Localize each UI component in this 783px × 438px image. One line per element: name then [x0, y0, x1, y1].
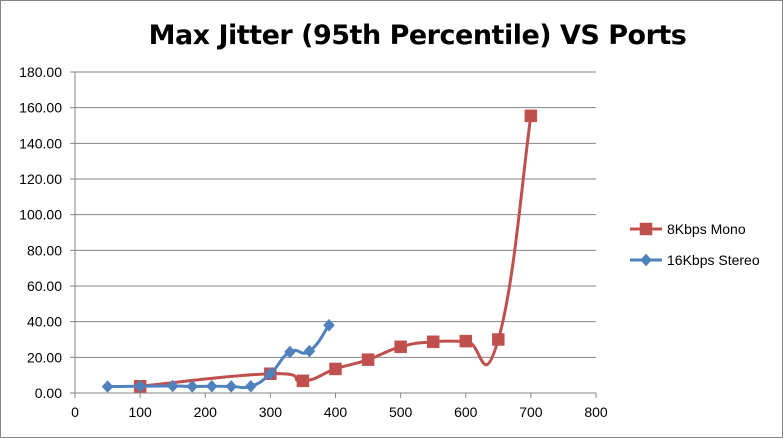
data-point-16kbps-stereo	[166, 379, 179, 393]
series-16kbps-stereo	[101, 318, 335, 393]
data-point-16kbps-stereo	[264, 367, 277, 381]
x-tick-label: 300	[259, 404, 283, 420]
data-point-16kbps-stereo	[205, 379, 218, 393]
legend-item-16kbps-stereo: 16Kbps Stereo	[630, 252, 760, 268]
chart-title: Max Jitter (95th Percentile) VS Ports	[148, 20, 687, 51]
legend-marker-8kbps-mono	[639, 222, 653, 236]
data-point-16kbps-stereo	[303, 344, 316, 358]
data-point-16kbps-stereo	[244, 379, 257, 393]
x-tick-label: 500	[389, 404, 413, 420]
data-point-8kbps-mono	[329, 362, 342, 376]
y-tick-label: 160.00	[19, 100, 62, 116]
x-tick-label: 600	[454, 404, 478, 420]
data-point-16kbps-stereo	[225, 380, 238, 393]
data-point-16kbps-stereo	[323, 318, 335, 332]
x-tick-label: 700	[519, 404, 543, 420]
y-tick-label: 0.00	[35, 385, 62, 401]
data-point-16kbps-stereo	[186, 380, 199, 393]
data-point-16kbps-stereo	[134, 379, 146, 393]
x-axis-ticks: 0 100 200 300 400 500 600 700 800	[71, 393, 608, 420]
y-tick-label: 20.00	[27, 349, 62, 365]
data-point-8kbps-mono	[296, 374, 310, 388]
y-tick-label: 120.00	[19, 171, 62, 187]
x-tick-label: 200	[194, 404, 218, 420]
legend-label-8kbps-mono: 8Kbps Mono	[667, 221, 746, 237]
y-axis-ticks: 0.00 20.00 40.00 60.00 80.00 100.00 120.00 140.…	[19, 64, 75, 401]
y-tick-label: 180.00	[19, 64, 62, 80]
y-tick-label: 80.00	[27, 242, 62, 258]
data-point-8kbps-mono	[426, 335, 440, 349]
x-tick-label: 0	[71, 404, 79, 420]
legend: 8Kbps Mono 16Kbps Stereo	[630, 221, 760, 268]
data-point-8kbps-mono	[492, 333, 505, 346]
legend-item-8kbps-mono: 8Kbps Mono	[630, 221, 746, 237]
series-8kbps-mono	[133, 109, 538, 393]
x-tick-label: 800	[584, 404, 608, 420]
y-tick-label: 60.00	[27, 278, 62, 294]
legend-label-16kbps-stereo: 16Kbps Stereo	[667, 252, 760, 268]
data-point-8kbps-mono	[361, 353, 375, 366]
series-line-8kbps-mono	[138, 114, 533, 388]
data-point-16kbps-stereo	[101, 380, 114, 393]
data-point-8kbps-mono	[459, 334, 472, 348]
y-tick-label: 100.00	[19, 207, 62, 223]
x-tick-label: 100	[128, 404, 152, 420]
x-tick-label: 400	[324, 404, 348, 420]
data-point-8kbps-mono	[394, 340, 407, 354]
y-tick-label: 40.00	[27, 314, 62, 330]
series-layer	[101, 109, 538, 393]
data-point-16kbps-stereo	[284, 345, 296, 359]
y-tick-label: 140.00	[19, 135, 62, 151]
data-point-8kbps-mono	[524, 109, 538, 123]
legend-marker-16kbps-stereo	[640, 253, 652, 267]
